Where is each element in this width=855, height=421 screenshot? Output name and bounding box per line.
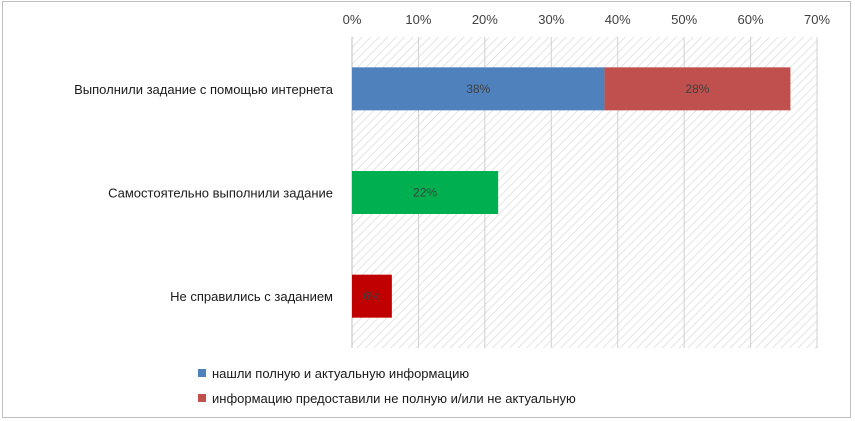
bar-segment [352,274,392,318]
data-label: 38% [466,82,490,96]
data-label: 22% [413,186,437,200]
data-labels: 38% 28% 22% 6% [363,82,710,303]
x-axis-ticks: 0% 10% 20% 30% 40% 50% 60% 70% [343,12,831,27]
legend-swatch [198,394,206,402]
bar-segment [352,67,605,111]
legend-entry: нашли полную и актуальную информацию [212,366,469,381]
x-tick-label: 40% [605,12,631,27]
x-tick-label: 10% [405,12,431,27]
x-tick-label: 20% [472,12,498,27]
data-label: 6% [363,289,381,303]
x-tick-label: 60% [738,12,764,27]
x-tick-label: 30% [538,12,564,27]
category-labels: Выполнили задание с помощью интернета Сам… [74,82,334,304]
legend: нашли полную и актуальную информацию инфо… [198,366,576,406]
x-tick-label: 70% [804,12,830,27]
legend-swatch [198,369,206,377]
category-label: Самостоятельно выполнили задание [108,186,333,201]
category-label: Выполнили задание с помощью интернета [74,82,334,97]
bars [352,67,791,318]
x-tick-label: 0% [343,12,362,27]
bar-segment [604,67,791,111]
data-label: 28% [685,82,709,96]
category-label: Не справились с заданием [170,289,333,304]
legend-entry: информацию предоставили не полную и/или … [212,391,576,406]
x-tick-label: 50% [671,12,697,27]
bar-segment [352,171,499,214]
